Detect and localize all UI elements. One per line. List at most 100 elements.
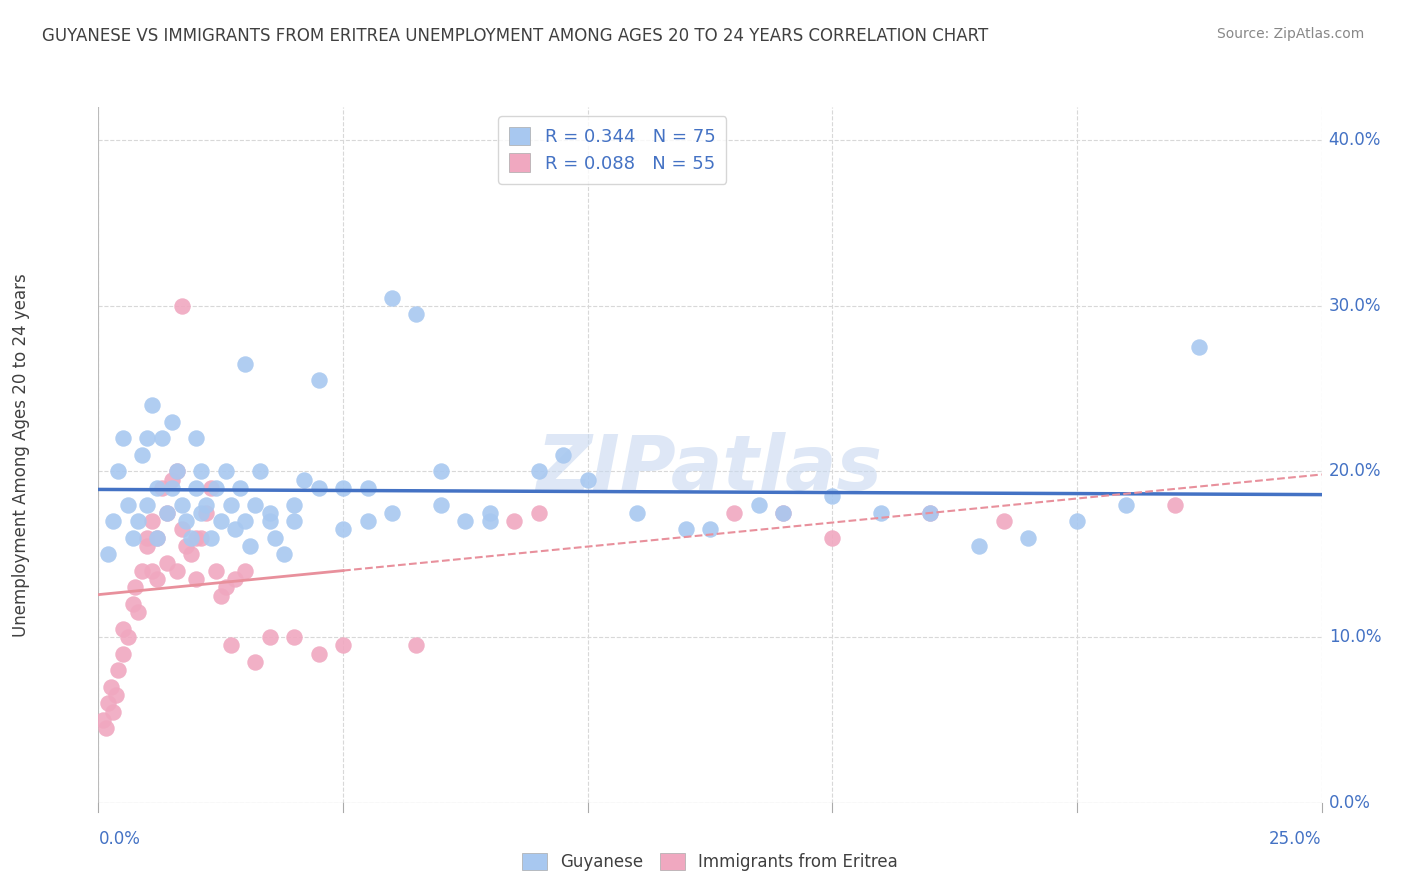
Point (131, 564, 153, 578)
Legend: Guyanese, Immigrants from Eritrea: Guyanese, Immigrants from Eritrea (515, 847, 905, 878)
Point (136, 498, 159, 512)
Point (233, 564, 256, 578)
Point (772, 506, 794, 520)
Point (405, 307, 427, 321)
Point (111, 431, 134, 445)
Point (100, 680, 122, 694)
Point (993, 514, 1015, 528)
Point (229, 481, 252, 495)
Point (186, 431, 208, 445)
Text: 0.0%: 0.0% (98, 830, 141, 847)
Point (576, 473, 599, 487)
Point (156, 556, 179, 570)
Point (243, 655, 266, 669)
Point (723, 506, 745, 520)
Point (107, 663, 129, 677)
Point (283, 498, 305, 512)
Text: ZIPatlas: ZIPatlas (537, 432, 883, 506)
Point (748, 498, 770, 512)
Point (205, 564, 228, 578)
Point (190, 465, 212, 479)
Text: 0.0%: 0.0% (1329, 794, 1371, 812)
Point (166, 465, 188, 479)
Point (675, 523, 697, 537)
Point (124, 581, 146, 595)
Point (190, 531, 212, 545)
Point (107, 465, 129, 479)
Point (136, 431, 159, 445)
Point (920, 506, 942, 520)
Point (1164, 498, 1187, 512)
Point (146, 531, 169, 545)
Point (209, 589, 232, 603)
Point (233, 357, 256, 371)
Point (195, 506, 218, 520)
Text: 20.0%: 20.0% (1329, 462, 1381, 481)
Point (195, 498, 218, 512)
Point (170, 498, 193, 512)
Point (214, 581, 236, 595)
Point (160, 481, 183, 495)
Point (186, 531, 208, 545)
Point (111, 647, 134, 661)
Point (332, 523, 354, 537)
Text: 25.0%: 25.0% (1270, 830, 1322, 847)
Point (117, 498, 139, 512)
Point (127, 514, 149, 528)
Point (97, 547, 120, 561)
Point (127, 605, 149, 619)
Point (478, 506, 501, 520)
Point (259, 514, 281, 528)
Point (141, 514, 163, 528)
Point (156, 506, 179, 520)
Point (146, 531, 169, 545)
Point (870, 506, 893, 520)
Point (200, 531, 222, 545)
Point (176, 514, 198, 528)
Point (283, 514, 305, 528)
Point (553, 448, 575, 462)
Point (180, 531, 202, 545)
Point (243, 498, 266, 512)
Point (131, 448, 153, 462)
Point (141, 564, 163, 578)
Text: 30.0%: 30.0% (1329, 297, 1381, 315)
Point (259, 630, 281, 644)
Point (772, 506, 794, 520)
Point (101, 705, 124, 719)
Text: 10.0%: 10.0% (1329, 628, 1381, 646)
Point (1115, 498, 1137, 512)
Point (308, 647, 330, 661)
Text: GUYANESE VS IMMIGRANTS FROM ERITREA UNEMPLOYMENT AMONG AGES 20 TO 24 YEARS CORRE: GUYANESE VS IMMIGRANTS FROM ERITREA UNEM… (42, 27, 988, 45)
Point (308, 481, 330, 495)
Point (117, 630, 139, 644)
Point (821, 531, 844, 545)
Point (219, 498, 242, 512)
Point (356, 481, 378, 495)
Point (146, 481, 169, 495)
Point (263, 531, 285, 545)
Point (699, 523, 721, 537)
Point (94, 721, 117, 735)
Point (430, 498, 453, 512)
Point (141, 398, 163, 412)
Point (136, 531, 159, 545)
Point (186, 572, 208, 586)
Point (156, 506, 179, 520)
Point (967, 539, 990, 553)
Point (136, 539, 159, 553)
Point (821, 489, 844, 503)
Point (150, 481, 173, 495)
Point (273, 547, 295, 561)
Point (332, 639, 354, 653)
Text: 40.0%: 40.0% (1329, 131, 1381, 149)
Point (283, 630, 305, 644)
Point (239, 539, 262, 553)
Point (160, 415, 183, 429)
Point (104, 688, 127, 702)
Point (170, 523, 193, 537)
Point (219, 639, 242, 653)
Point (626, 506, 648, 520)
Point (1188, 340, 1211, 354)
Point (224, 523, 246, 537)
